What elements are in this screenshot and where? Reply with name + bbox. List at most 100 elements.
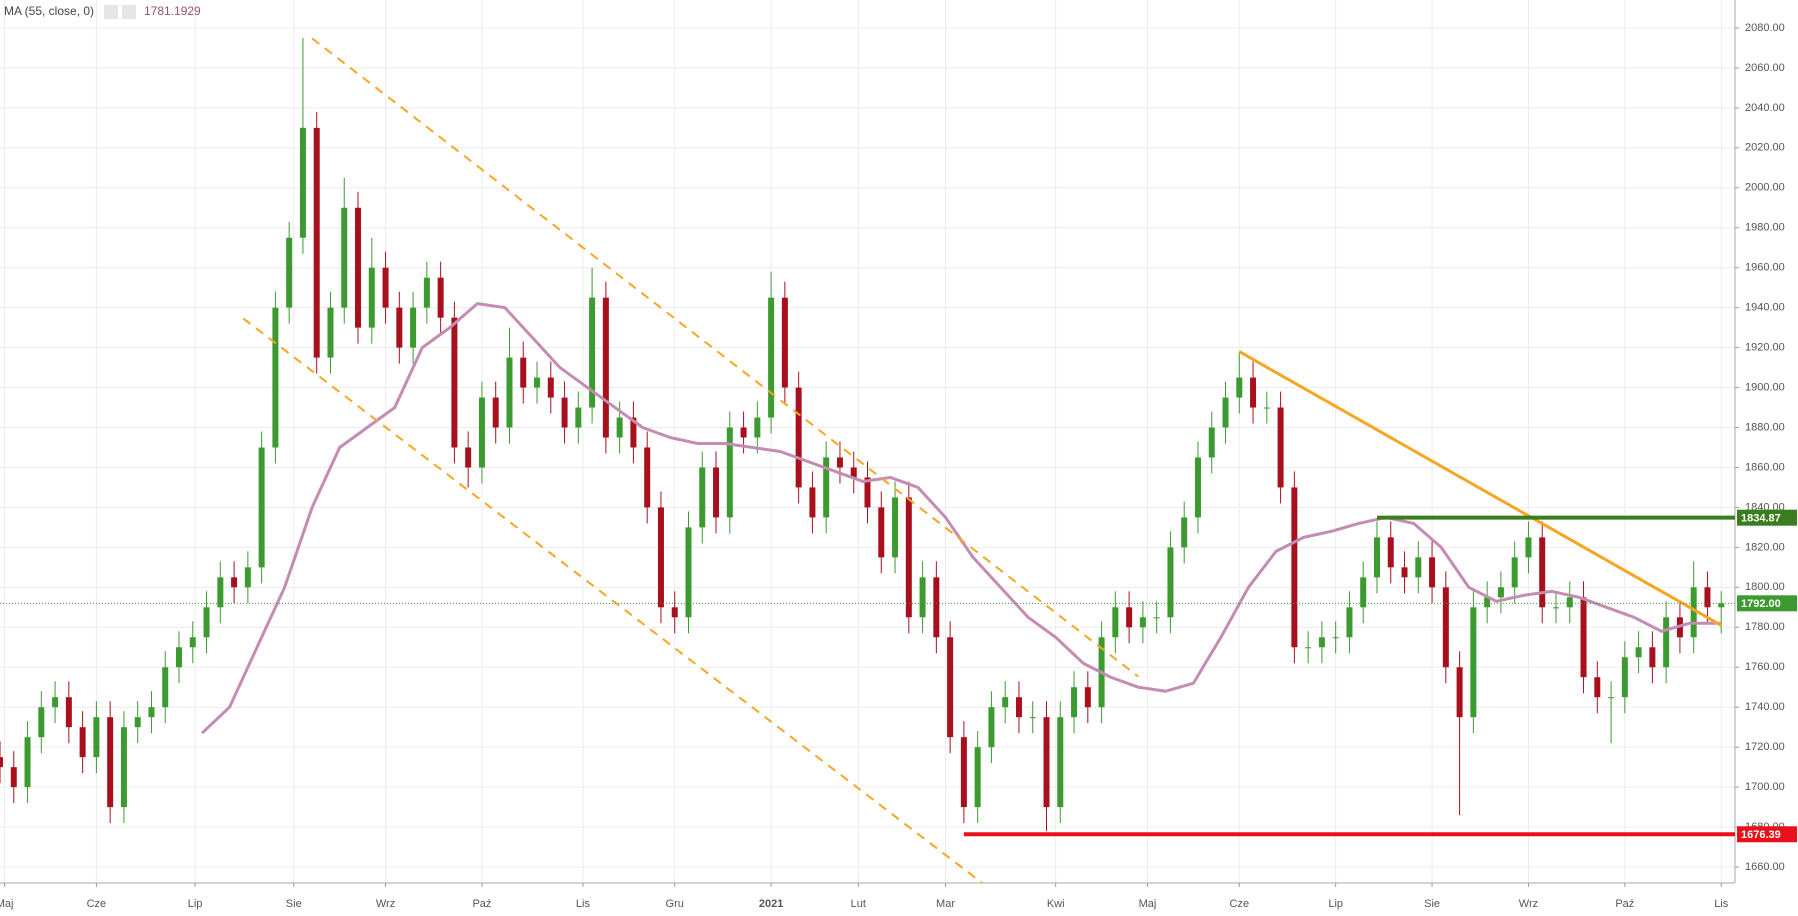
y-tick-label: 1960.00 bbox=[1745, 262, 1785, 274]
y-tick-label: 1720.00 bbox=[1745, 741, 1785, 753]
candle-body bbox=[203, 607, 210, 638]
candle-body bbox=[1043, 717, 1050, 808]
candle-body bbox=[1071, 687, 1078, 718]
candle-body bbox=[355, 207, 362, 328]
candle-body bbox=[1360, 577, 1367, 608]
candle-body bbox=[1484, 597, 1491, 608]
candle-body bbox=[864, 477, 871, 508]
candle-body bbox=[176, 647, 183, 668]
price-tag-label: 1676.39 bbox=[1741, 829, 1781, 841]
y-tick-label: 1920.00 bbox=[1745, 342, 1785, 354]
y-tick-label: 1860.00 bbox=[1745, 461, 1785, 473]
candle-body bbox=[231, 577, 238, 588]
candle-body bbox=[726, 427, 733, 518]
candle-body bbox=[1470, 607, 1477, 718]
candle-body bbox=[1194, 457, 1201, 518]
x-tick-label: Paź bbox=[1615, 898, 1634, 910]
x-tick-label: Mar bbox=[936, 898, 955, 910]
candle-body bbox=[1497, 587, 1504, 598]
candle-body bbox=[1539, 537, 1546, 608]
close-icon[interactable] bbox=[122, 5, 136, 19]
candle-body bbox=[313, 127, 320, 358]
candle-body bbox=[657, 507, 664, 608]
candle-body bbox=[1511, 557, 1518, 588]
candle-body bbox=[602, 297, 609, 438]
y-tick-label: 2060.00 bbox=[1745, 62, 1785, 74]
candle-body bbox=[0, 757, 3, 768]
candle-body bbox=[671, 607, 678, 618]
candle-body bbox=[1608, 697, 1615, 699]
candle-body bbox=[1429, 557, 1436, 588]
candle-body bbox=[65, 697, 72, 728]
x-tick-label: Sie bbox=[1424, 898, 1440, 910]
candle-body bbox=[1167, 547, 1174, 618]
candle-body bbox=[272, 307, 279, 448]
y-tick-label: 1800.00 bbox=[1745, 581, 1785, 593]
candle-body bbox=[492, 397, 499, 428]
settings-icon[interactable] bbox=[104, 5, 118, 19]
candle-body bbox=[960, 737, 967, 808]
candle-body bbox=[1594, 677, 1601, 698]
candle-body bbox=[1649, 647, 1656, 668]
candle-body bbox=[1250, 377, 1257, 408]
grid bbox=[0, 0, 1735, 883]
y-tick-label: 2000.00 bbox=[1745, 182, 1785, 194]
candle-body bbox=[1690, 587, 1697, 638]
candle-body bbox=[947, 637, 954, 738]
candle-body bbox=[1305, 647, 1312, 649]
candle-body bbox=[217, 577, 224, 608]
indicator-value: 1781.1929 bbox=[144, 4, 201, 18]
candle-body bbox=[1635, 647, 1642, 658]
x-tick-label: Kwi bbox=[1047, 898, 1065, 910]
candle-body bbox=[1318, 637, 1325, 648]
candle-body bbox=[589, 297, 596, 408]
x-tick-label: Maj bbox=[1139, 898, 1157, 910]
candle-body bbox=[878, 507, 885, 558]
x-tick-label: Gru bbox=[666, 898, 684, 910]
candle-body bbox=[1112, 607, 1119, 638]
candle-body bbox=[327, 307, 334, 358]
candle-body bbox=[1373, 537, 1380, 578]
candle-body bbox=[823, 457, 830, 518]
candle-body bbox=[713, 467, 720, 518]
x-tick-label: Lis bbox=[1714, 898, 1729, 910]
x-tick-label: Maj bbox=[0, 898, 13, 910]
candle-body bbox=[1277, 407, 1284, 488]
plot bbox=[0, 37, 1735, 883]
candle-body bbox=[1263, 407, 1270, 409]
candle-body bbox=[699, 467, 706, 528]
candle-body bbox=[974, 747, 981, 808]
candle-body bbox=[506, 357, 513, 428]
candle-body bbox=[1015, 697, 1022, 718]
candle-body bbox=[1456, 667, 1463, 718]
candle-body bbox=[836, 457, 843, 468]
candle-body bbox=[1704, 587, 1711, 608]
candle-body bbox=[286, 237, 293, 308]
x-tick-label: Lip bbox=[188, 898, 203, 910]
candle-body bbox=[1236, 377, 1243, 398]
candle-body bbox=[465, 447, 472, 468]
candle-body bbox=[1580, 597, 1587, 678]
candle-body bbox=[809, 487, 816, 518]
x-tick-label: Cze bbox=[87, 898, 107, 910]
candle-body bbox=[189, 637, 196, 648]
candle-body bbox=[1663, 617, 1670, 668]
candle-body bbox=[10, 767, 17, 788]
candle-body bbox=[1291, 487, 1298, 648]
price-tag bbox=[1737, 826, 1797, 843]
candle-body bbox=[1332, 637, 1339, 639]
y-tick-label: 2040.00 bbox=[1745, 102, 1785, 114]
candle-body bbox=[1401, 567, 1408, 578]
price-tag bbox=[1737, 595, 1797, 612]
y-tick-label: 1780.00 bbox=[1745, 621, 1785, 633]
candle-body bbox=[933, 577, 940, 638]
candle-body bbox=[24, 737, 31, 788]
candle-body bbox=[162, 667, 169, 708]
x-tick-label: Lut bbox=[851, 898, 866, 910]
candle-body bbox=[1057, 717, 1064, 808]
candle-body bbox=[919, 577, 926, 618]
x-tick-label: Wrz bbox=[1519, 898, 1538, 910]
x-tick-label: Wrz bbox=[376, 898, 395, 910]
candle-body bbox=[1552, 607, 1559, 609]
